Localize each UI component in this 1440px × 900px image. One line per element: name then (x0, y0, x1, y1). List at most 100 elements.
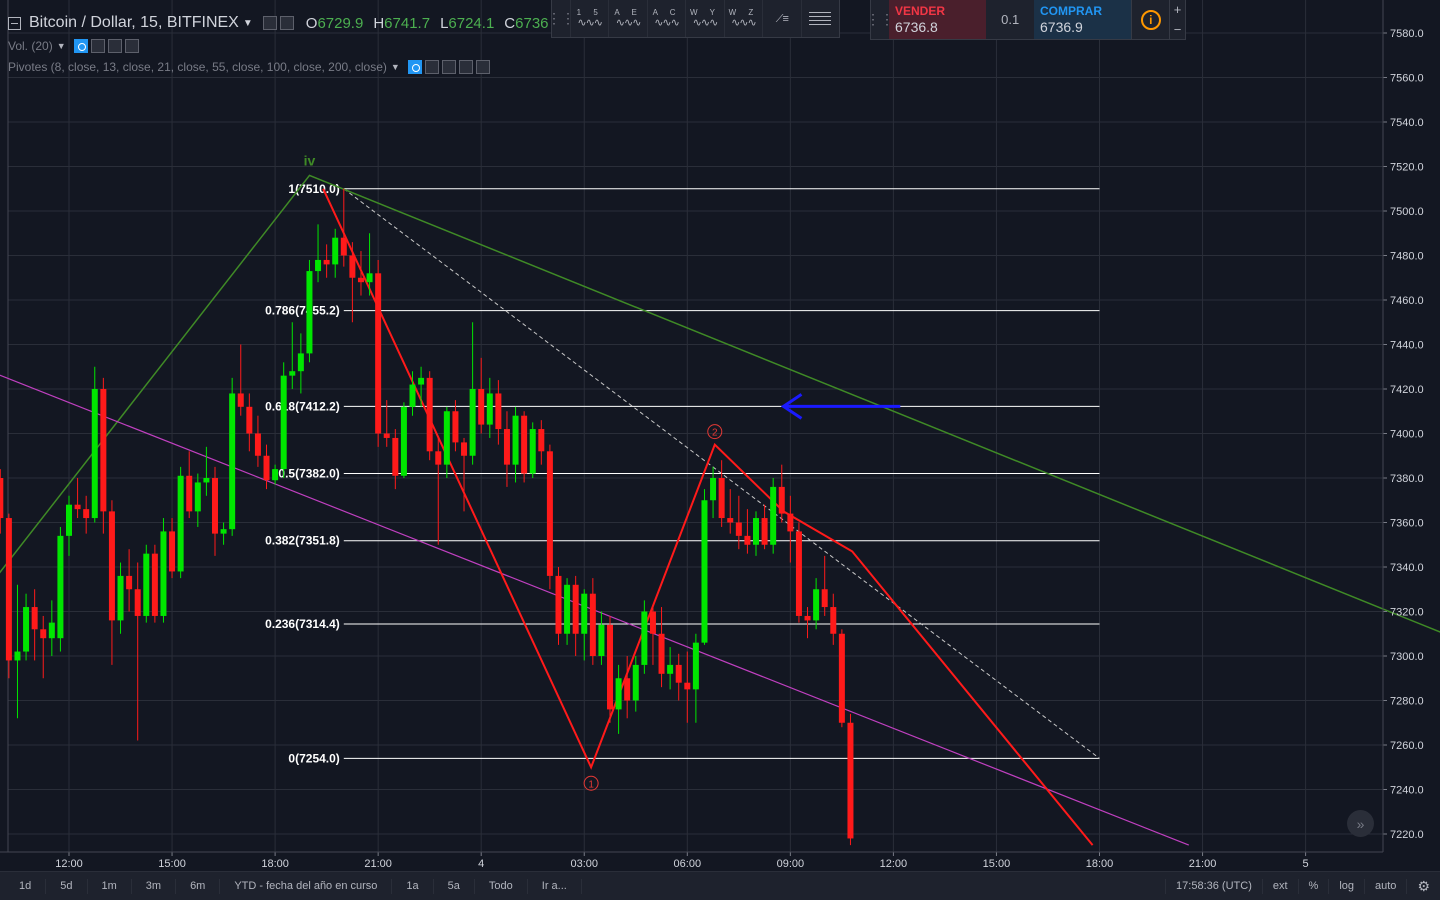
price-tick-label: 7440.0 (1390, 340, 1424, 352)
wave-wy-tool[interactable]: W Y ∿∿∿ (685, 0, 723, 37)
percent-toggle[interactable]: % (1297, 878, 1329, 894)
add-icon[interactable] (458, 60, 473, 74)
settings-icon[interactable] (424, 60, 439, 74)
price-tick-label: 7460.0 (1390, 295, 1424, 307)
range-9[interactable]: Ir a... (528, 878, 582, 894)
pivots-legend[interactable]: Pivotes (8, close, 13, close, 21, close,… (8, 60, 500, 74)
candle-body (211, 478, 218, 534)
settings-icon[interactable] (90, 39, 105, 53)
settings-icon[interactable] (279, 16, 294, 30)
tool-label: 1 5 (576, 8, 603, 17)
volume-label[interactable]: Vol. (20) (8, 39, 53, 53)
time-tick-label: 21:00 (1189, 858, 1217, 870)
candle-body (74, 504, 81, 510)
magenta-trend-line (0, 374, 1190, 846)
candle-body (521, 415, 528, 474)
minus-button[interactable]: − (1173, 21, 1182, 37)
wave-glyph-icon: ∿∿∿ (654, 17, 680, 29)
symbol-legend[interactable]: Bitcoin / Dollar, 15, BITFINEX ▼ O 6729.9… (8, 14, 557, 32)
drag-handle-icon[interactable]: ⋮⋮ (866, 11, 894, 27)
eye-icon[interactable] (73, 39, 88, 53)
range-4[interactable]: 6m (176, 878, 221, 894)
candle-body (830, 607, 837, 634)
candle-body (143, 553, 150, 616)
info-icon: i (1140, 9, 1161, 30)
wave-ae-tool[interactable]: A E ∿∿∿ (608, 0, 646, 37)
auto-toggle[interactable]: auto (1364, 878, 1406, 894)
candle-body (735, 522, 742, 536)
eye-icon[interactable] (262, 16, 277, 30)
drag-handle-icon[interactable]: ⋮⋮ (547, 10, 575, 26)
candle-body (813, 589, 820, 621)
range-6[interactable]: 1a (392, 878, 434, 894)
pivots-label[interactable]: Pivotes (8, close, 13, close, 21, close,… (8, 60, 387, 74)
candle-body (718, 478, 725, 519)
add-icon[interactable] (107, 39, 122, 53)
ext-toggle[interactable]: ext (1261, 878, 1298, 894)
trend-lines (0, 174, 1440, 846)
range-3[interactable]: 3m (132, 878, 177, 894)
candle-body (400, 406, 407, 476)
chevron-down-icon[interactable]: ▼ (242, 17, 253, 29)
price-tick-label: 7380.0 (1390, 473, 1424, 485)
range-8[interactable]: Todo (475, 878, 528, 894)
wave-label-text: iv (304, 152, 316, 168)
tool-label: A E (614, 8, 642, 17)
range-7[interactable]: 5a (434, 878, 475, 894)
log-toggle[interactable]: log (1328, 878, 1364, 894)
time-tick-label: 5 (1303, 858, 1309, 870)
close-icon[interactable] (124, 39, 139, 53)
wave-ac-tool[interactable]: A C ∿∿∿ (646, 0, 685, 37)
sell-button[interactable]: VENDER 6736.8 (889, 0, 987, 39)
candle-body (108, 511, 115, 621)
range-2[interactable]: 1m (88, 878, 132, 894)
high-value: 6741.7 (384, 14, 431, 32)
candle-body (229, 393, 236, 530)
candle-body (392, 437, 399, 476)
wave-15-tool[interactable]: 1 5 ∿∿∿ (570, 0, 608, 37)
candle-body (615, 678, 622, 710)
close-icon[interactable] (475, 60, 490, 74)
price-tick-label: 7400.0 (1390, 429, 1424, 441)
info-button[interactable]: i (1131, 0, 1169, 39)
candle-body (100, 389, 107, 512)
candle-body (383, 433, 390, 438)
symbol-title[interactable]: Bitcoin / Dollar, 15, BITFINEX (29, 14, 239, 31)
chevron-down-icon[interactable]: ▼ (56, 41, 66, 51)
wave-degree-tool[interactable]: ⟋≡ (762, 0, 800, 37)
price-tick-label: 7560.0 (1390, 73, 1424, 85)
source-icon[interactable] (441, 60, 456, 74)
candle-body (23, 607, 30, 652)
eye-icon[interactable] (407, 60, 422, 74)
close-value: 6736 (515, 14, 549, 32)
range-1[interactable]: 5d (46, 878, 88, 894)
price-tick-label: 7240.0 (1390, 785, 1424, 797)
fib-level-label: 0(7254.0) (288, 751, 339, 765)
volume-legend[interactable]: Vol. (20) ▼ (8, 39, 149, 53)
candle-body (91, 389, 98, 519)
candles (0, 188, 854, 846)
symbol-actions (262, 16, 294, 30)
scroll-to-realtime-button[interactable]: » (1347, 810, 1374, 837)
candle-body (555, 575, 562, 634)
clock[interactable]: 17:58:36 (UTC) (1165, 878, 1262, 894)
buy-button[interactable]: COMPRAR 6736.9 (1034, 0, 1132, 39)
candle-body (177, 475, 184, 572)
candle-body (503, 429, 510, 465)
collapse-legend-icon[interactable] (8, 16, 21, 30)
candle-body (203, 478, 210, 483)
quantity-value[interactable]: 0.1 (1001, 12, 1020, 27)
candle-body (194, 482, 201, 512)
wave-wz-tool[interactable]: W Z ∿∿∿ (723, 0, 762, 37)
candle-body (821, 589, 828, 608)
menu-tool[interactable] (800, 0, 839, 37)
chevron-down-icon[interactable]: ▼ (390, 62, 400, 72)
plus-button[interactable]: + (1173, 2, 1182, 18)
candle-body (418, 377, 425, 385)
range-5[interactable]: YTD - fecha del año en curso (220, 878, 393, 894)
range-0[interactable]: 1d (0, 878, 47, 894)
gear-icon[interactable]: ⚙ (1406, 878, 1440, 894)
candle-body (151, 553, 158, 616)
wave-label-text: 1 (588, 779, 594, 790)
